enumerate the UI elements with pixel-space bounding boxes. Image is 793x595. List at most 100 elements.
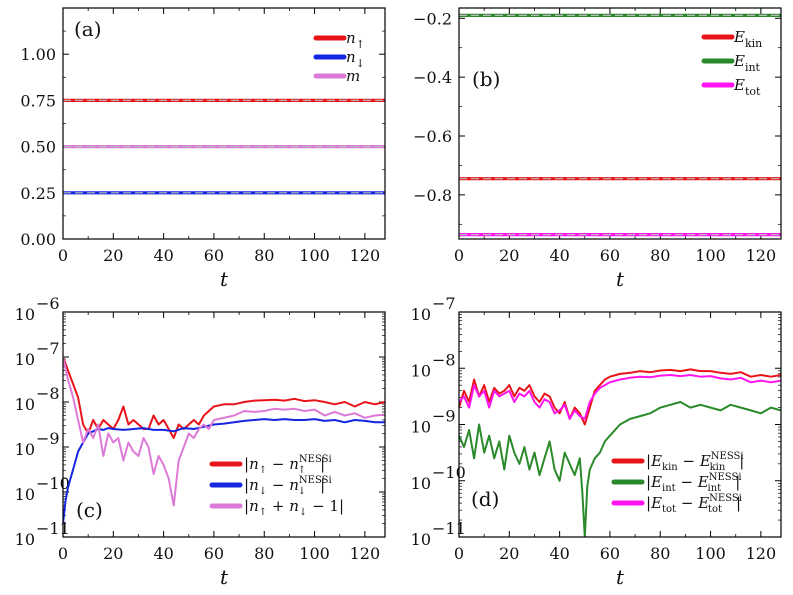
x-tick-label: 40 xyxy=(549,544,569,563)
legend-label-3: m xyxy=(346,67,360,85)
y-tick-exponent: −8 xyxy=(36,384,60,403)
x-tick-label: 120 xyxy=(746,246,777,265)
x-tick-label: 80 xyxy=(650,544,670,563)
x-tick-label: 60 xyxy=(204,246,224,265)
panel-c: 0 20 40 60 80 100 12010−1110−1010−910−810−710−… xyxy=(15,294,386,589)
y-tick-exponent: −7 xyxy=(432,294,456,313)
y-tick-exponent: −11 xyxy=(432,519,466,538)
y-tick-label: −0.8 xyxy=(413,186,452,205)
panel-label: (b) xyxy=(472,67,500,91)
x-tick-label: 60 xyxy=(600,246,620,265)
x-tick-label: 0 xyxy=(58,246,68,265)
y-tick-label: 0.00 xyxy=(20,230,56,249)
y-tick-label: 10 xyxy=(15,350,35,369)
axes-frame xyxy=(458,7,782,240)
x-tick-label: 0 xyxy=(454,246,464,265)
panel-label: (d) xyxy=(471,487,499,511)
legend-label-3: |Etot − ENESSi tot | xyxy=(646,493,742,515)
legend: |Ekin − ENESSi kin ||Eint − ENESSi int ||Eto… xyxy=(611,451,744,515)
y-tick-label: 10 xyxy=(411,361,431,380)
x-tick-label: 20 xyxy=(103,544,123,563)
panel-d: 0 20 40 60 80 100 12010−1110−1010−910−810−7t(d… xyxy=(411,294,782,589)
y-tick-exponent: −6 xyxy=(36,294,60,313)
y-tick-exponent: −10 xyxy=(432,463,466,482)
panel-label: (c) xyxy=(76,498,103,522)
y-tick-label: 10 xyxy=(411,530,431,549)
legend-label-1: n↑ xyxy=(346,29,365,51)
plot-area xyxy=(63,98,385,195)
x-tick-label: 120 xyxy=(350,246,381,265)
plot-area xyxy=(459,13,781,237)
x-tick-label: 100 xyxy=(299,544,330,563)
y-tick-exponent: −10 xyxy=(36,474,70,493)
legend: n↑n↓m xyxy=(313,29,365,85)
legend-label-2: |Eint − ENESSi int | xyxy=(646,472,742,494)
x-axis-label: t xyxy=(220,267,229,291)
x-tick-label: 100 xyxy=(695,246,726,265)
legend-label-1: |Ekin − ENESSi kin | xyxy=(646,451,744,473)
x-tick-label: 0 xyxy=(454,544,464,563)
x-tick-label: 100 xyxy=(695,544,726,563)
panel-label: (a) xyxy=(74,17,102,41)
x-tick-label: 40 xyxy=(153,246,173,265)
y-tick-label: 0.25 xyxy=(20,184,56,203)
x-tick-label: 60 xyxy=(600,544,620,563)
x-tick-label: 80 xyxy=(650,246,670,265)
axes-frame xyxy=(62,311,386,538)
plot-area xyxy=(459,368,781,537)
y-tick-label: 10 xyxy=(411,474,431,493)
x-axis-label: t xyxy=(220,565,229,589)
x-axis-label: t xyxy=(616,267,625,291)
x-tick-label: 40 xyxy=(549,246,569,265)
x-tick-label: 100 xyxy=(299,246,330,265)
x-tick-label: 60 xyxy=(204,544,224,563)
series-line-1 xyxy=(459,368,781,426)
series-line-3 xyxy=(459,374,781,420)
panel-a: 0 20 40 60 80 100 120 0.00 0.25 0.50 0.75 1.00 t (a) n… xyxy=(20,7,386,291)
y-tick-label: 10 xyxy=(15,485,35,504)
legend-label-3: Etot xyxy=(733,76,761,98)
x-tick-label: 0 xyxy=(58,544,68,563)
y-tick-label: −0.2 xyxy=(413,9,452,28)
plot-area xyxy=(63,356,385,524)
x-axis-label: t xyxy=(616,565,625,589)
y-tick-exponent: −9 xyxy=(36,429,60,448)
y-tick-exponent: −7 xyxy=(36,339,60,358)
legend-label-1: |n↑ − nNESSi ↑ | xyxy=(244,454,332,476)
legend-label-3: |n↑ + n↓ − 1| xyxy=(244,497,344,518)
axes-frame xyxy=(62,7,386,240)
x-tick-label: 120 xyxy=(350,544,381,563)
y-tick-exponent: −11 xyxy=(36,519,70,538)
y-tick-label: −0.4 xyxy=(413,68,452,87)
y-tick-label: 10 xyxy=(15,530,35,549)
x-tick-label: 20 xyxy=(499,544,519,563)
y-tick-label: 10 xyxy=(15,305,35,324)
legend-label-2: |n↓ − nNESSi ↓ | xyxy=(244,475,332,497)
y-tick-label: 0.75 xyxy=(20,91,56,110)
x-tick-label: 80 xyxy=(254,544,274,563)
y-tick-label: 10 xyxy=(411,305,431,324)
y-tick-exponent: −9 xyxy=(432,407,456,426)
y-tick-label: 10 xyxy=(15,395,35,414)
x-tick-label: 20 xyxy=(103,246,123,265)
legend-label-2: Eint xyxy=(733,52,761,74)
y-tick-label: −0.6 xyxy=(413,127,452,146)
legend-label-1: Ekin xyxy=(733,28,762,50)
series-line-2 xyxy=(459,401,781,537)
legend: |n↑ − nNESSi ↑ ||n↓ − nNESSi ↓ ||n↑ + n↓ − 1… xyxy=(209,454,344,518)
y-tick-label: 1.00 xyxy=(20,45,56,64)
series-line-1 xyxy=(63,356,385,439)
legend-label-2: n↓ xyxy=(346,48,365,70)
panel-b: 0 20 40 60 80 100 120−0.2−0.4−0.6−0.8t(b)EkinE… xyxy=(413,7,782,291)
y-tick-label: 10 xyxy=(15,440,35,459)
y-tick-label: 0.50 xyxy=(20,138,56,157)
x-tick-label: 20 xyxy=(499,246,519,265)
x-tick-label: 80 xyxy=(254,246,274,265)
x-tick-label: 120 xyxy=(746,544,777,563)
axes-frame xyxy=(458,311,782,538)
x-tick-label: 40 xyxy=(153,544,173,563)
y-tick-exponent: −8 xyxy=(432,350,456,369)
y-tick-label: 10 xyxy=(411,418,431,437)
